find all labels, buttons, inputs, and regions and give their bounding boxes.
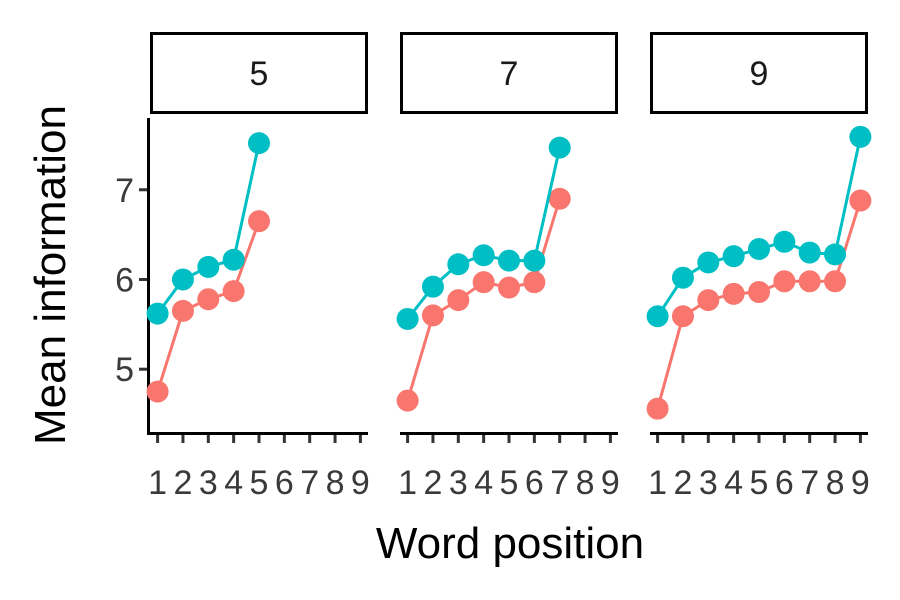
- chart-marks: [146, 125, 872, 420]
- data-point: [722, 245, 745, 268]
- data-point: [146, 302, 169, 325]
- data-point: [447, 253, 470, 276]
- data-point: [748, 281, 770, 304]
- series-line: [656, 200, 862, 410]
- data-point: [523, 271, 546, 294]
- x-tick-label: 6: [775, 464, 794, 502]
- data-point: [146, 380, 169, 403]
- data-point: [773, 230, 796, 253]
- facet-strip-label: 7: [500, 55, 519, 93]
- x-tick-label: 6: [525, 464, 544, 502]
- series-line: [406, 198, 562, 402]
- data-point: [849, 125, 872, 148]
- x-tick-label: 8: [326, 464, 345, 502]
- facet-strip-box: [400, 32, 618, 114]
- x-tick-label: 3: [449, 464, 468, 502]
- x-tick-label: 5: [250, 464, 269, 502]
- x-tick-label: 5: [750, 464, 769, 502]
- data-point: [671, 266, 694, 289]
- data-point: [748, 237, 770, 260]
- y-tick-label: 7: [115, 172, 134, 210]
- y-axis-title: Mean information: [26, 105, 75, 445]
- x-tick-label: 7: [550, 464, 569, 502]
- data-point: [421, 275, 444, 298]
- data-point: [773, 270, 796, 293]
- facet-strip-box: [650, 32, 868, 114]
- x-tick-label: 5: [500, 464, 519, 502]
- data-point: [671, 305, 694, 328]
- data-point: [523, 249, 546, 272]
- facet-strip-box: [150, 32, 368, 114]
- y-tick-label: 5: [115, 351, 134, 389]
- x-tick-label: 7: [300, 464, 319, 502]
- x-tick-label: 4: [474, 464, 493, 502]
- x-tick-label: 3: [199, 464, 218, 502]
- x-tick-label: 9: [351, 464, 370, 502]
- data-point: [396, 307, 419, 330]
- data-point: [472, 271, 495, 294]
- data-point: [248, 132, 270, 155]
- data-point: [824, 243, 847, 266]
- data-point: [498, 276, 520, 299]
- data-point: [421, 304, 444, 327]
- data-point: [798, 241, 821, 264]
- x-tick-label: 2: [423, 464, 442, 502]
- data-point: [697, 289, 720, 312]
- data-point: [824, 270, 847, 293]
- facet-strips: 5 7 9: [150, 32, 868, 114]
- data-point: [548, 187, 571, 210]
- x-tick-label: 1: [398, 464, 417, 502]
- x-tick-label: 6: [275, 464, 294, 502]
- x-tick-label: 8: [576, 464, 595, 502]
- y-tick-label: 6: [115, 261, 134, 299]
- x-tick-label: 2: [673, 464, 692, 502]
- data-point: [548, 136, 571, 159]
- x-tick-label: 1: [148, 464, 167, 502]
- data-point: [222, 280, 245, 303]
- data-point: [722, 282, 745, 305]
- x-tick-label: 2: [173, 464, 192, 502]
- facet-strip-label: 9: [750, 55, 769, 93]
- data-point: [472, 244, 495, 267]
- data-point: [248, 210, 270, 233]
- x-tick-label: 9: [601, 464, 620, 502]
- data-point: [171, 268, 194, 291]
- data-point: [171, 299, 194, 322]
- data-point: [646, 305, 669, 328]
- x-tick-label: 9: [851, 464, 870, 502]
- x-tick-label: 4: [724, 464, 743, 502]
- x-tick-label: 7: [800, 464, 819, 502]
- x-tick-label: 3: [699, 464, 718, 502]
- data-point: [197, 288, 220, 311]
- facet-strip-label: 5: [250, 55, 269, 93]
- data-point: [849, 189, 872, 212]
- data-point: [697, 251, 720, 274]
- x-tick-label: 8: [826, 464, 845, 502]
- data-point: [798, 270, 821, 293]
- data-point: [498, 249, 520, 272]
- data-point: [396, 389, 419, 412]
- data-point: [197, 255, 220, 278]
- data-point: [222, 248, 245, 271]
- x-tick-label: 4: [224, 464, 243, 502]
- data-point: [646, 397, 669, 420]
- x-axis-title: Word position: [376, 519, 644, 568]
- x-tick-label: 1: [648, 464, 667, 502]
- data-point: [447, 289, 470, 312]
